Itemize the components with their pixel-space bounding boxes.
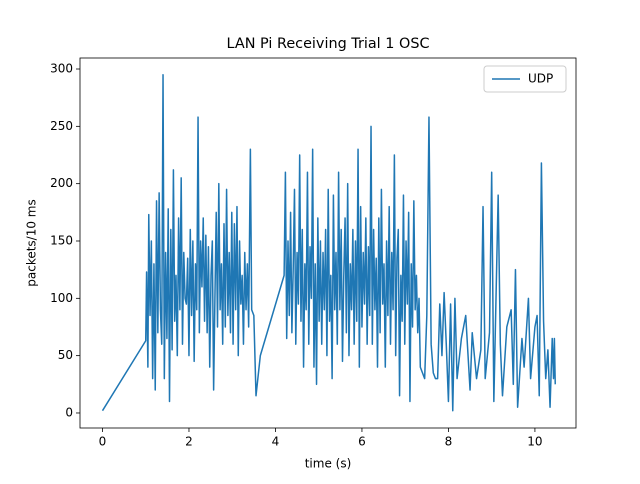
chart-title: LAN Pi Receiving Trial 1 OSC bbox=[227, 36, 430, 52]
x-axis-label: time (s) bbox=[305, 457, 352, 471]
y-tick-label: 300 bbox=[50, 62, 73, 76]
x-tick-label: 10 bbox=[527, 435, 542, 449]
data-line bbox=[101, 73, 556, 412]
x-tick-label: 6 bbox=[358, 435, 366, 449]
y-tick-label: 0 bbox=[65, 405, 73, 419]
plot-frame bbox=[79, 57, 577, 429]
y-tick-label: 250 bbox=[50, 119, 73, 133]
x-tick-label: 2 bbox=[185, 435, 193, 449]
x-tick-label: 0 bbox=[99, 435, 107, 449]
y-tick-label: 100 bbox=[50, 291, 73, 305]
x-tick-label: 8 bbox=[445, 435, 453, 449]
y-tick-label: 150 bbox=[50, 233, 73, 247]
legend-box bbox=[483, 65, 567, 93]
y-tick-label: 50 bbox=[58, 348, 73, 362]
y-tick-label: 200 bbox=[50, 176, 73, 190]
legend-label: UDP bbox=[528, 72, 553, 86]
y-axis-label: packets/10 ms bbox=[25, 199, 39, 287]
x-tick-label: 4 bbox=[272, 435, 280, 449]
